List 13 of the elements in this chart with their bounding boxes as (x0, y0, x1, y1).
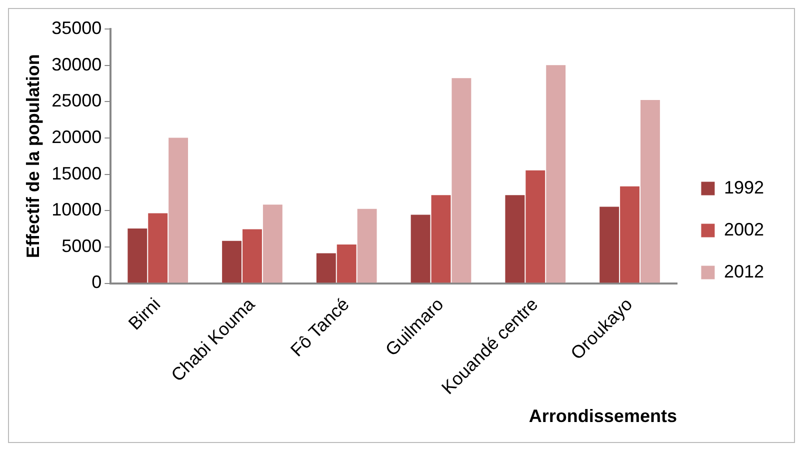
y-tick-label: 0 (92, 272, 102, 292)
y-tick-label: 20000 (52, 126, 102, 147)
y-tick-label: 15000 (52, 163, 102, 184)
y-tick-label: 35000 (52, 18, 102, 38)
legend-label: 2012 (724, 261, 764, 282)
y-tick-label: 10000 (52, 200, 102, 220)
y-tick-label: 30000 (52, 54, 102, 74)
legend-label: 1992 (724, 177, 764, 198)
y-axis-title: Effectif de la population (22, 54, 43, 258)
y-tick-label: 5000 (62, 236, 102, 256)
legend-label: 2002 (724, 219, 764, 240)
y-tick-label: 25000 (52, 90, 102, 111)
x-axis-title: Arrondissements (528, 406, 677, 426)
